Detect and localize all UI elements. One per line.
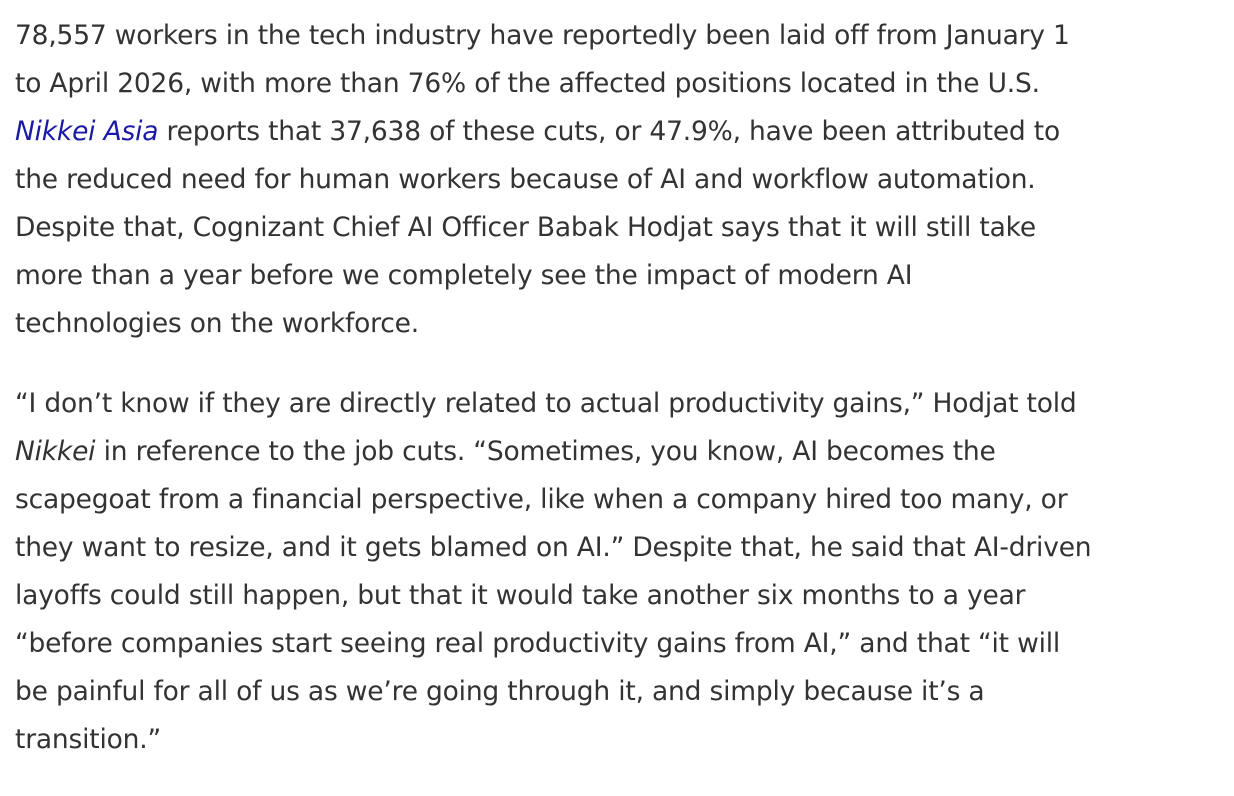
text-line: they want to resize, and it gets blamed … [15, 524, 1230, 572]
body-text: “I don’t know if they are directly relat… [15, 388, 1077, 419]
article-paragraph: 78,557 workers in the tech industry have… [15, 12, 1230, 348]
body-text: scapegoat from a financial perspective, … [15, 484, 1068, 515]
body-text: they want to resize, and it gets blamed … [15, 532, 1092, 563]
body-text: technologies on the workforce. [15, 308, 419, 339]
body-text: 78,557 workers in the tech industry have… [15, 20, 1070, 51]
body-text: the reduced need for human workers becau… [15, 164, 1036, 195]
body-text: more than a year before we completely se… [15, 260, 913, 291]
body-text: “before companies start seeing real prod… [15, 628, 1061, 659]
article-body: 78,557 workers in the tech industry have… [15, 12, 1230, 796]
text-line: Despite that, Cognizant Chief AI Officer… [15, 204, 1230, 252]
text-line: be painful for all of us as we’re going … [15, 668, 1230, 716]
text-line: the reduced need for human workers becau… [15, 156, 1230, 204]
text-line: to April 2026, with more than 76% of the… [15, 60, 1230, 108]
article-paragraph: “I don’t know if they are directly relat… [15, 380, 1230, 764]
text-line: technologies on the workforce. [15, 300, 1230, 348]
body-text: Despite that, Cognizant Chief AI Officer… [15, 212, 1036, 243]
source-link[interactable]: Nikkei Asia [15, 116, 159, 147]
text-line: 78,557 workers in the tech industry have… [15, 12, 1230, 60]
text-line: scapegoat from a financial perspective, … [15, 476, 1230, 524]
text-line: “before companies start seeing real prod… [15, 620, 1230, 668]
body-text: layoffs could still happen, but that it … [15, 580, 1026, 611]
body-text: be painful for all of us as we’re going … [15, 676, 985, 707]
text-line: transition.” [15, 716, 1230, 764]
body-text: reports that 37,638 of these cuts, or 47… [158, 116, 1061, 147]
body-text: in reference to the job cuts. “Sometimes… [95, 436, 996, 467]
body-text: transition.” [15, 724, 162, 755]
text-line: “I don’t know if they are directly relat… [15, 380, 1230, 428]
text-line: Nikkei Asia reports that 37,638 of these… [15, 108, 1230, 156]
text-line: more than a year before we completely se… [15, 252, 1230, 300]
italic-text: Nikkei [15, 436, 96, 467]
text-line: Nikkei in reference to the job cuts. “So… [15, 428, 1230, 476]
text-line: layoffs could still happen, but that it … [15, 572, 1230, 620]
body-text: to April 2026, with more than 76% of the… [15, 68, 1040, 99]
